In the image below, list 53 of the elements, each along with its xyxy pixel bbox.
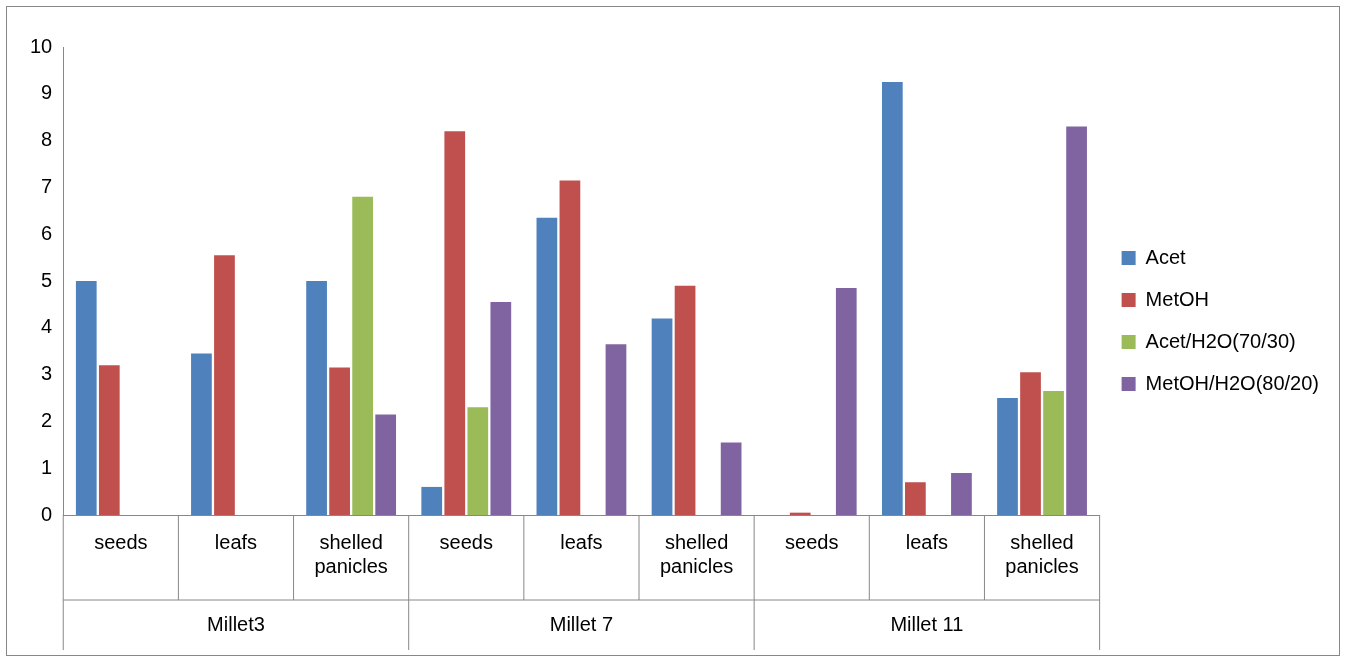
bar (1020, 372, 1041, 515)
legend-label: Acet (1145, 245, 1187, 268)
legend-label: MetOH/H2O(80/20) (1145, 371, 1319, 394)
y-tick-label: 8 (41, 128, 53, 151)
y-tick-label: 1 (41, 455, 53, 478)
bar (75, 281, 97, 515)
x-tick-label: leafs (214, 530, 258, 553)
y-tick-label: 2 (41, 408, 53, 431)
bar (375, 414, 397, 515)
bar (467, 407, 489, 515)
bar (490, 302, 512, 515)
x-tick-label: shelled panicles (659, 530, 734, 577)
x-tick-label: seeds (439, 530, 493, 553)
bar (1043, 390, 1064, 515)
y-tick-label: 9 (41, 81, 53, 104)
bar (444, 131, 466, 515)
bar (191, 353, 212, 515)
y-tick-label: 3 (41, 362, 53, 385)
x-tick-label: seeds (94, 530, 148, 553)
text: Millet3 (207, 612, 265, 635)
bar (421, 486, 443, 515)
legend-label: Acet/H2O(70/30) (1145, 329, 1296, 352)
x-tick-label: leafs (560, 530, 603, 553)
text: Millet 11 (890, 612, 964, 635)
legend-label: MetOH (1145, 287, 1209, 310)
bar (98, 365, 120, 515)
y-tick-label: 4 (41, 315, 53, 338)
y-tick-label: 5 (41, 268, 53, 291)
y-tick-label: 6 (41, 221, 53, 244)
bar (214, 255, 235, 515)
x-tick-label: leafs (905, 530, 949, 553)
bar (951, 472, 972, 515)
bar (881, 82, 903, 515)
bar (329, 367, 350, 515)
bar (306, 281, 327, 515)
x-tick-label: seeds (785, 530, 839, 553)
bar (674, 285, 696, 515)
x-tick-label: shelled panicles (314, 530, 388, 577)
bar (352, 196, 373, 515)
text: Millet 7 (549, 612, 614, 635)
bar (997, 398, 1018, 515)
bar (536, 217, 558, 515)
bar (651, 318, 673, 515)
bar (835, 288, 857, 515)
bar (1066, 126, 1087, 515)
x-tick-label: shelled panicles (1005, 530, 1079, 577)
bar (605, 344, 627, 515)
y-tick-label: 0 (41, 502, 53, 525)
y-tick-label: 10 (30, 34, 53, 57)
bar (559, 180, 581, 515)
y-tick-label: 7 (41, 174, 53, 197)
bar (720, 442, 742, 515)
bar (905, 482, 926, 515)
